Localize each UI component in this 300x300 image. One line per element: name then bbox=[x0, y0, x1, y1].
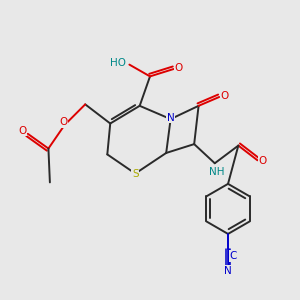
Text: C: C bbox=[230, 251, 237, 261]
Text: O: O bbox=[175, 63, 183, 73]
Text: O: O bbox=[259, 156, 267, 166]
Text: S: S bbox=[132, 169, 139, 178]
Text: O: O bbox=[18, 126, 27, 136]
Text: O: O bbox=[220, 92, 229, 101]
Text: O: O bbox=[59, 117, 67, 127]
Text: HO: HO bbox=[110, 58, 126, 68]
Text: NH: NH bbox=[208, 167, 224, 177]
Text: N: N bbox=[224, 266, 232, 276]
Text: N: N bbox=[167, 112, 175, 123]
